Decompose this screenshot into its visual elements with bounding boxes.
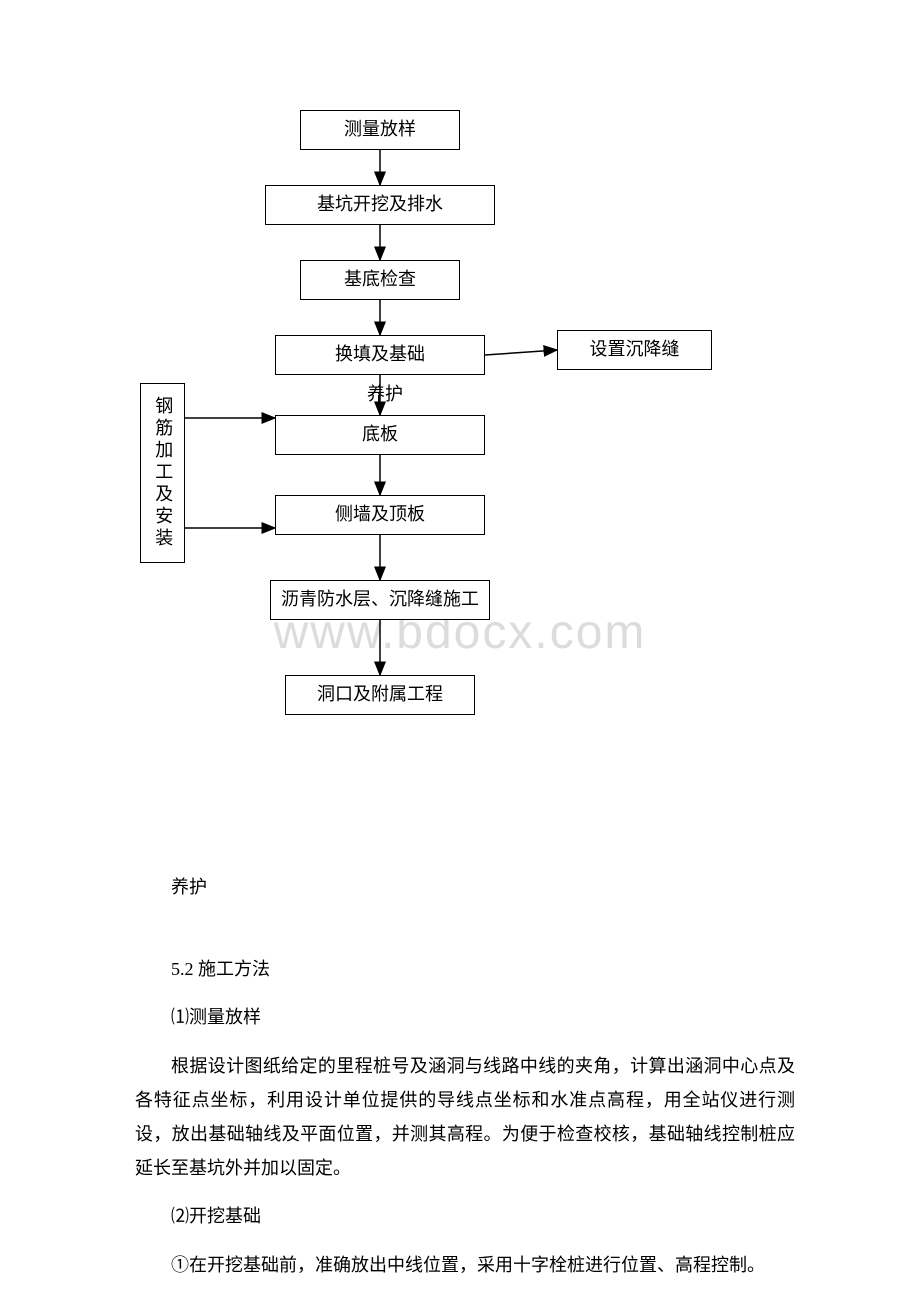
node-excavation: 基坑开挖及排水 [265,185,495,225]
node-label: 洞口及附属工程 [317,684,443,706]
node-settlement-joint: 设置沉降缝 [557,330,712,370]
node-label: 基底检查 [344,269,416,291]
node-label: 基坑开挖及排水 [317,194,443,216]
body-text: 养护 5.2 施工方法 ⑴测量放样 根据设计图纸给定的里程桩号及涵洞与线路中线的… [135,870,795,1296]
annotation-curing: 养护 [360,380,410,406]
spacer [135,918,795,938]
node-label: 换填及基础 [335,344,425,366]
node-waterproof: 沥青防水层、沉降缝施工 [270,580,490,620]
node-label: 底板 [362,424,398,446]
para-section-heading: 5.2 施工方法 [135,952,795,986]
node-label: 测量放样 [344,119,416,141]
flowchart-container: 测量放样 基坑开挖及排水 基底检查 换填及基础 底板 侧墙及顶板 沥青防水层、沉… [0,100,920,720]
node-label: 沥青防水层、沉降缝施工 [281,589,479,611]
node-backfill: 换填及基础 [275,335,485,375]
node-sidewall: 侧墙及顶板 [275,495,485,535]
para-item-2: ⑵开挖基础 [135,1199,795,1233]
node-label: 设置沉降缝 [590,339,680,361]
para-curing: 养护 [135,870,795,904]
annotation-text: 养护 [367,384,403,404]
node-opening: 洞口及附属工程 [285,675,475,715]
para-item-1: ⑴测量放样 [135,1000,795,1034]
node-measure: 测量放样 [300,110,460,150]
node-label: 钢筋加工及安装 [152,396,174,550]
node-base-check: 基底检查 [300,260,460,300]
node-rebar: 钢筋加工及安装 [140,383,185,563]
para-body-1: 根据设计图纸给定的里程桩号及涵洞与线路中线的夹角，计算出涵洞中心点及各特征点坐标… [135,1049,795,1186]
node-label: 侧墙及顶板 [335,504,425,526]
node-bottom-plate: 底板 [275,415,485,455]
para-body-2: ①在开挖基础前，准确放出中线位置，采用十字栓桩进行位置、高程控制。 [135,1248,795,1282]
